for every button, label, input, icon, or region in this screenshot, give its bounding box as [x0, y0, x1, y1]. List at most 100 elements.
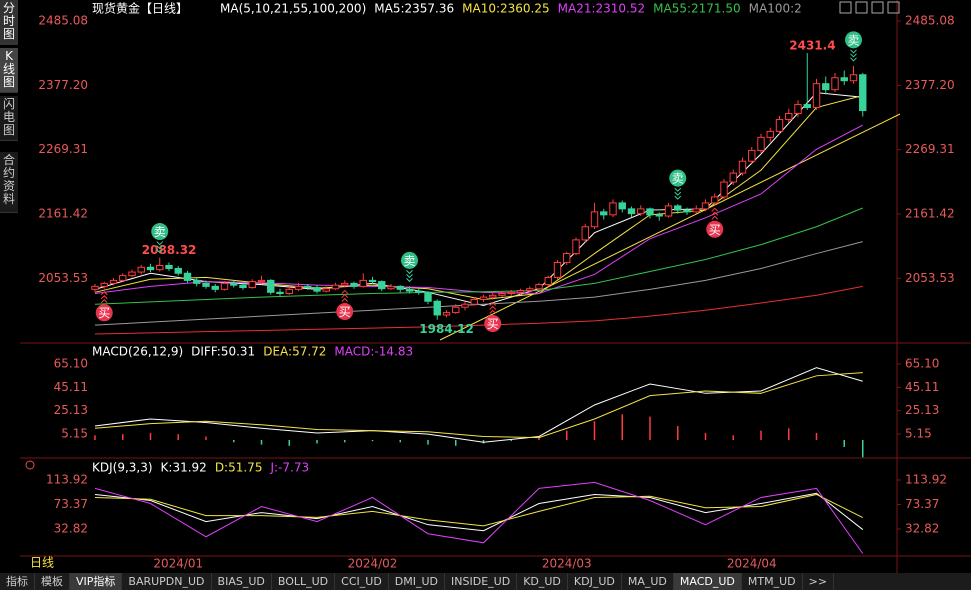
side-tab[interactable]: K线图 — [0, 48, 18, 93]
candle-body — [294, 285, 303, 290]
indicator-tab[interactable]: MA_UD — [622, 573, 674, 590]
candle-body — [285, 288, 293, 295]
y-tick-label: 2053.53 — [905, 271, 955, 285]
legend-entry: MACD(26,12,9) — [92, 345, 183, 359]
legend-entry: KDJ(9,3,3) — [92, 461, 153, 475]
y-tick-label: 5.15 — [905, 426, 932, 440]
price-annotation: 2088.32 — [142, 243, 197, 257]
legend-entry: DEA:57.72 — [263, 345, 326, 359]
y-tick-label-left: 32.82 — [54, 522, 88, 536]
indicator-tab[interactable]: KDJ_UD — [568, 573, 622, 590]
signal-arrow — [489, 301, 497, 306]
y-tick-label: 32.82 — [905, 522, 939, 536]
settings-icon[interactable] — [25, 460, 35, 470]
y-tick-label: 45.11 — [905, 380, 939, 394]
candle-body — [489, 294, 497, 298]
candle-body — [627, 208, 636, 215]
ma-line — [94, 92, 863, 306]
candle-body — [516, 290, 525, 293]
candle-body — [433, 300, 441, 316]
candle-body — [831, 77, 839, 91]
candle-body — [396, 285, 404, 290]
candle-body — [341, 282, 349, 286]
candle-body — [313, 287, 321, 292]
indicator-tab[interactable]: MACD_UD — [673, 573, 742, 590]
candle-body — [146, 266, 155, 271]
indicator-tab[interactable]: INSIDE_UD — [445, 573, 518, 590]
x-tick-label: 2024/01 — [153, 557, 203, 571]
indicator-tab[interactable]: >> — [803, 573, 835, 590]
indicator-tabs: 指标 模板 VIP指标 BARUPDN_UD BIAS_UD BOLL_UD CCI_UD D… — [0, 573, 971, 590]
signal-label: 卖 — [403, 254, 415, 268]
signal-arrow — [100, 299, 108, 304]
y-tick-label-left: 2377.20 — [38, 78, 88, 92]
indicator-tab[interactable]: 指标 — [0, 573, 35, 590]
indicator-tab[interactable]: DMI_UD — [389, 573, 446, 590]
toolbar-icons[interactable] — [839, 1, 900, 14]
indicator-tab[interactable]: KD_UD — [517, 573, 568, 590]
signal-arrow — [711, 215, 719, 220]
candle-body — [183, 272, 192, 281]
candle-body — [304, 285, 312, 289]
y-tick-label-left: 2485.08 — [38, 14, 88, 28]
y-tick-label-left: 65.10 — [54, 357, 88, 371]
candle-body — [618, 202, 626, 210]
signal-arrow — [341, 293, 349, 298]
signal-label: 买 — [709, 223, 721, 237]
candle-body — [276, 291, 284, 295]
signal-dot — [401, 251, 418, 269]
indicator-tab[interactable]: BOLL_UD — [272, 573, 336, 590]
signal-dot — [484, 314, 502, 332]
candle-body — [757, 136, 765, 151]
side-tab[interactable]: 分时图 — [0, 0, 18, 45]
signal-arrow — [341, 297, 349, 302]
candle-body — [267, 279, 275, 293]
candle-body — [600, 211, 608, 216]
side-tab[interactable]: 闪电图 — [0, 96, 18, 141]
signal-arrow — [156, 249, 164, 254]
indicator-tab[interactable]: 模板 — [35, 573, 70, 590]
legend-entry: J:-7.73 — [269, 461, 309, 475]
indicator-tab[interactable]: BARUPDN_UD — [122, 573, 212, 590]
x-tick-label: 2024/03 — [542, 557, 592, 571]
ma-line — [94, 241, 863, 326]
candle-body — [720, 181, 728, 198]
indicator-tab[interactable]: VIP指标 — [70, 573, 123, 590]
candle-body — [350, 282, 358, 287]
signal-arrow — [156, 241, 164, 246]
signal-marker: 卖 — [401, 251, 418, 283]
candle-body — [220, 282, 229, 290]
candle-body — [664, 205, 673, 217]
legend-entry: MA5:2357.36 — [374, 2, 454, 16]
x-tick-label: 2024/02 — [348, 557, 398, 571]
candle-body — [193, 279, 201, 284]
candle-body — [711, 196, 719, 204]
signal-arrow — [674, 191, 682, 196]
candle-body — [785, 113, 793, 120]
candle-body — [535, 284, 543, 290]
y-tick-label-left: 2053.53 — [38, 271, 88, 285]
signal-arrow — [850, 53, 857, 58]
indicator-tab[interactable]: CCI_UD — [335, 573, 389, 590]
legend-entry: MA55:2171.50 — [653, 2, 741, 16]
signal-arrow — [489, 309, 497, 314]
candle-body — [590, 211, 599, 228]
indicator-tab[interactable]: BIAS_UD — [212, 573, 272, 590]
candle-body — [415, 290, 423, 293]
candle-body — [701, 202, 710, 210]
candle-body — [553, 262, 562, 278]
legend-entry: MA100:2 — [749, 2, 802, 16]
y-tick-label: 65.10 — [905, 357, 939, 371]
y-tick-label-left: 113.92 — [46, 472, 88, 486]
candle-body — [849, 74, 858, 82]
y-tick-label-left: 2161.42 — [38, 206, 88, 220]
side-tab[interactable]: 合约资料 — [0, 152, 18, 213]
period-label[interactable]: 日线 — [30, 556, 54, 570]
candle-body — [498, 293, 506, 296]
candle-body — [174, 267, 182, 274]
signal-label: 卖 — [672, 172, 684, 186]
signal-arrow — [406, 270, 413, 275]
indicator-tab[interactable]: MTM_UD — [742, 573, 803, 590]
candle-body — [794, 104, 802, 115]
candle-body — [156, 264, 164, 271]
